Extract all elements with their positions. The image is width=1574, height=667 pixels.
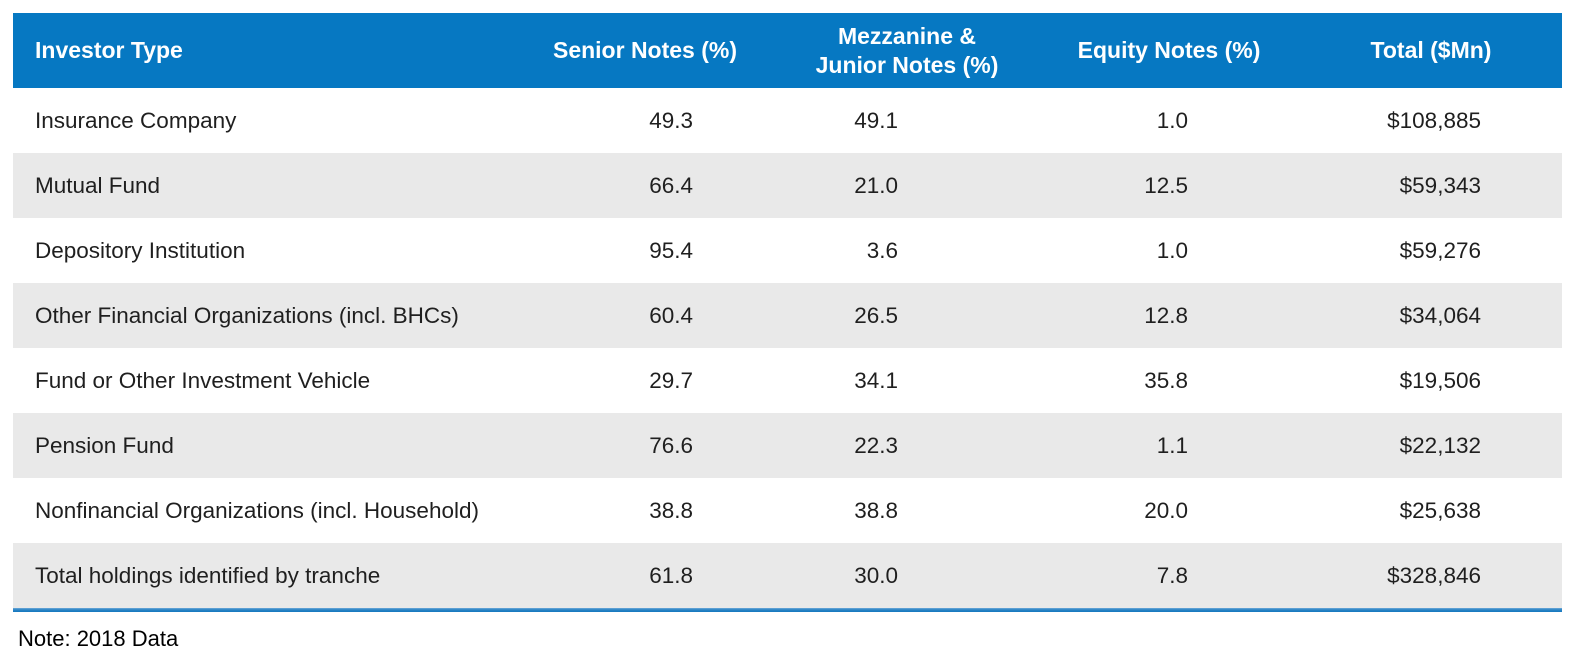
col-header-total-mn: Total ($Mn): [1300, 13, 1562, 88]
footnote: Note: 2018 Data: [18, 626, 179, 651]
cell-investor-type: Total holdings identified by tranche: [35, 562, 381, 588]
cell-equity-notes: 35.8: [1144, 367, 1188, 393]
cell-senior-notes: 60.4: [649, 302, 693, 328]
cell-equity-notes: 1.0: [1156, 237, 1188, 263]
table-row-pension-fund: Pension Fund 76.6 22.3 1.1 $22,132: [13, 413, 1562, 478]
col-header-mezzanine-junior-notes: Mezzanine & Junior Notes (%): [776, 13, 1038, 88]
table-row-total-holdings: Total holdings identified by tranche 61.…: [13, 543, 1562, 608]
cell-mezzanine-junior-notes: 34.1: [854, 367, 898, 393]
col-header-investor-type: Investor Type: [13, 13, 514, 88]
cell-equity-notes: 12.5: [1144, 172, 1188, 198]
cell-mezzanine-junior-notes: 22.3: [854, 432, 898, 458]
cell-senior-notes: 66.4: [649, 172, 693, 198]
cell-mezzanine-junior-notes: 49.1: [854, 107, 898, 133]
cell-total: $25,638: [1399, 497, 1481, 523]
investor-holdings-table: Investor Type Senior Notes (%) Mezzanine…: [13, 13, 1562, 608]
cell-investor-type: Fund or Other Investment Vehicle: [35, 367, 371, 393]
col-header-senior-notes: Senior Notes (%): [514, 13, 776, 88]
cell-equity-notes: 1.1: [1156, 432, 1188, 458]
cell-investor-type: Depository Institution: [35, 237, 246, 263]
cell-equity-notes: 20.0: [1144, 497, 1188, 523]
cell-senior-notes: 29.7: [649, 367, 693, 393]
cell-investor-type: Insurance Company: [35, 107, 237, 133]
cell-investor-type: Pension Fund: [35, 432, 174, 458]
cell-total: $34,064: [1399, 302, 1481, 328]
bottom-rule: [13, 608, 1562, 612]
cell-equity-notes: 7.8: [1156, 562, 1188, 588]
cell-total: $328,846: [1387, 562, 1481, 588]
cell-senior-notes: 38.8: [649, 497, 693, 523]
cell-mezzanine-junior-notes: 38.8: [854, 497, 898, 523]
cell-senior-notes: 49.3: [649, 107, 693, 133]
table-row-other-financial-organizations: Other Financial Organizations (incl. BHC…: [13, 283, 1562, 348]
table-row-mutual-fund: Mutual Fund 66.4 21.0 12.5 $59,343: [13, 153, 1562, 218]
table-row-depository-institution: Depository Institution 95.4 3.6 1.0 $59,…: [13, 218, 1562, 283]
cell-total: $22,132: [1399, 432, 1481, 458]
cell-investor-type: Nonfinancial Organizations (incl. Househ…: [35, 497, 479, 523]
cell-mezzanine-junior-notes: 3.6: [866, 237, 898, 263]
cell-investor-type: Mutual Fund: [35, 172, 161, 198]
cell-mezzanine-junior-notes: 30.0: [854, 562, 898, 588]
table-row-insurance-company: Insurance Company 49.3 49.1 1.0 $108,885: [13, 88, 1562, 153]
cell-equity-notes: 1.0: [1156, 107, 1188, 133]
cell-senior-notes: 76.6: [649, 432, 693, 458]
cell-mezzanine-junior-notes: 26.5: [854, 302, 898, 328]
cell-total: $59,343: [1399, 172, 1481, 198]
cell-senior-notes: 95.4: [649, 237, 693, 263]
table-row-fund-or-other-investment-vehicle: Fund or Other Investment Vehicle 29.7 34…: [13, 348, 1562, 413]
table-row-nonfinancial-organizations: Nonfinancial Organizations (incl. Househ…: [13, 478, 1562, 543]
header-row: Investor Type Senior Notes (%) Mezzanine…: [13, 13, 1562, 88]
cell-total: $19,506: [1399, 367, 1481, 393]
cell-investor-type: Other Financial Organizations (incl. BHC…: [35, 302, 459, 328]
cell-mezzanine-junior-notes: 21.0: [854, 172, 898, 198]
cell-total: $59,276: [1399, 237, 1481, 263]
cell-total: $108,885: [1387, 107, 1481, 133]
cell-senior-notes: 61.8: [649, 562, 693, 588]
col-header-equity-notes: Equity Notes (%): [1038, 13, 1300, 88]
cell-equity-notes: 12.8: [1144, 302, 1188, 328]
